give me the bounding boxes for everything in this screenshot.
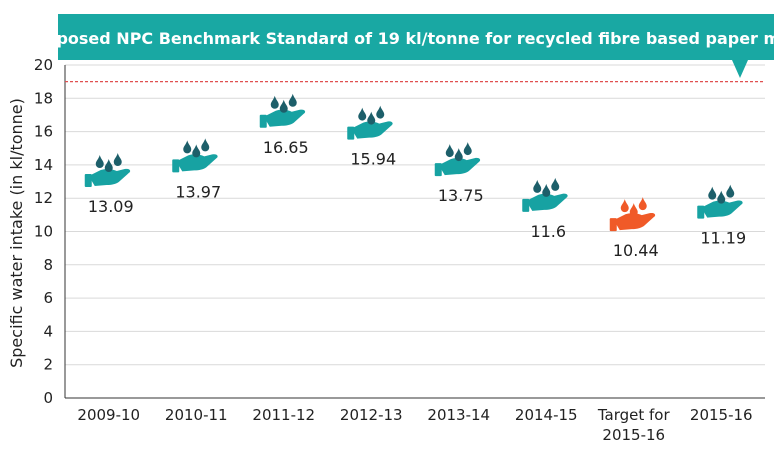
hand-cuff xyxy=(347,126,355,140)
water-drop xyxy=(629,203,638,217)
hand-shape xyxy=(176,154,218,172)
data-label: 13.97 xyxy=(175,182,221,201)
water-hand-icon xyxy=(434,142,481,177)
water-drop xyxy=(270,95,279,109)
water-hand-icon xyxy=(172,138,218,173)
water-drop xyxy=(113,153,122,167)
benchmark-banner-text: Proposed NPC Benchmark Standard of 19 kl… xyxy=(26,29,780,48)
x-category-label: Target for xyxy=(597,406,671,424)
data-label: 15.94 xyxy=(350,150,396,169)
x-category-label: 2009-10 xyxy=(77,406,140,424)
y-tick-label: 14 xyxy=(34,156,53,174)
y-axis-ticks: 0 2 4 6 8 10 12 14 16 18 20 xyxy=(34,56,53,407)
water-drop xyxy=(620,199,629,213)
water-hand-icon xyxy=(259,93,306,128)
water-drop xyxy=(358,107,367,121)
hand-shape xyxy=(88,168,131,187)
x-axis-categories: 2009-10 2010-11 2011-12 2012-13 2013-14 2014-… xyxy=(77,406,752,444)
data-label: 11.19 xyxy=(700,229,746,248)
hand-shape xyxy=(526,193,568,211)
data-markers xyxy=(84,93,743,232)
y-tick-label: 8 xyxy=(43,256,53,274)
water-drop xyxy=(183,140,192,154)
hand-cuff xyxy=(259,114,267,128)
water-hand-icon xyxy=(522,177,568,212)
water-drop xyxy=(367,111,376,125)
water-hand-icon xyxy=(84,153,131,188)
y-tick-label: 4 xyxy=(43,322,53,340)
data-label: 16.65 xyxy=(263,138,309,157)
hand-cuff xyxy=(522,198,530,212)
x-category-label: 2012-13 xyxy=(340,406,403,424)
x-category-label: 2013-14 xyxy=(427,406,490,424)
hand-cuff xyxy=(84,174,92,188)
x-category-label: 2011-12 xyxy=(252,406,315,424)
hand-shape xyxy=(438,157,481,176)
y-tick-label: 18 xyxy=(34,89,53,107)
hand-shape xyxy=(701,200,743,218)
y-tick-label: 16 xyxy=(34,123,53,141)
water-drop xyxy=(638,197,647,211)
water-drop xyxy=(551,177,560,191)
x-category-label: 2015-16 xyxy=(690,406,753,424)
y-tick-label: 6 xyxy=(43,289,53,307)
hand-cuff xyxy=(609,218,617,232)
y-tick-label: 20 xyxy=(34,56,53,74)
hand-shape xyxy=(263,109,306,127)
water-drop xyxy=(279,99,288,113)
hand-shape xyxy=(613,212,656,231)
x-category-label: 2015-16 xyxy=(602,426,665,444)
water-drop xyxy=(454,148,463,162)
water-drop xyxy=(533,179,542,193)
water-drop xyxy=(192,144,201,158)
water-drop xyxy=(726,184,735,198)
y-tick-label: 10 xyxy=(34,223,53,241)
data-label: 13.75 xyxy=(438,186,484,205)
water-hand-icon xyxy=(347,105,393,140)
grid-lines xyxy=(65,64,765,366)
water-drop xyxy=(717,190,726,204)
water-drop xyxy=(201,138,210,152)
water-drop xyxy=(95,155,104,169)
hand-shape xyxy=(351,121,393,139)
y-tick-label: 12 xyxy=(34,189,53,207)
y-tick-label: 2 xyxy=(43,356,53,374)
data-label: 13.09 xyxy=(88,197,134,216)
water-drop xyxy=(542,183,551,197)
water-hand-icon xyxy=(609,197,656,232)
data-label: 11.6 xyxy=(530,222,566,241)
water-drop xyxy=(376,105,385,119)
water-drop xyxy=(104,159,113,173)
hand-cuff xyxy=(434,163,442,177)
water-hand-icon xyxy=(697,184,743,219)
hand-cuff xyxy=(697,205,705,219)
water-drop xyxy=(445,144,454,158)
water-drop xyxy=(708,186,717,200)
data-labels: 13.09 13.97 16.65 15.94 13.75 11.6 10.44 11.19 xyxy=(88,138,746,260)
x-category-label: 2010-11 xyxy=(165,406,228,424)
y-tick-label: 0 xyxy=(43,389,53,407)
water-drop xyxy=(288,93,297,107)
benchmark-banner: Proposed NPC Benchmark Standard of 19 kl… xyxy=(26,14,780,78)
data-label: 10.44 xyxy=(613,241,659,260)
hand-cuff xyxy=(172,159,180,173)
water-drop xyxy=(463,142,472,156)
x-category-label: 2014-15 xyxy=(515,406,578,424)
benchmark-banner-background xyxy=(58,14,774,78)
y-axis-title: Specific water intake (in kl/tonne) xyxy=(7,98,26,368)
